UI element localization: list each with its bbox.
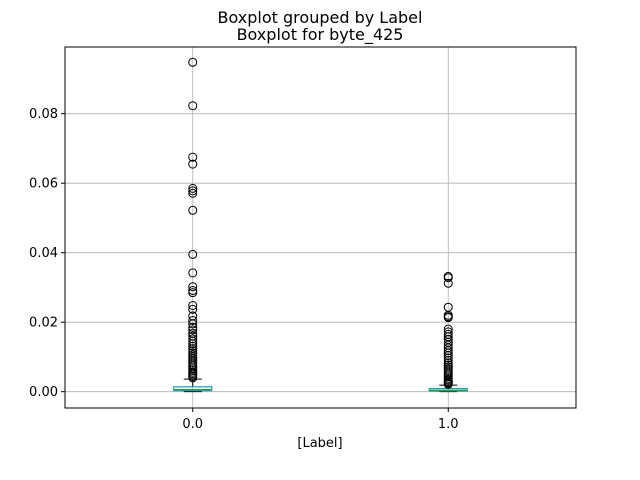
- outlier-point: [188, 373, 198, 383]
- box-group: [173, 57, 213, 393]
- box-groups: [173, 57, 468, 393]
- outlier-point: [188, 336, 198, 346]
- outlier-point: [443, 366, 453, 376]
- y-tick-label: 0.04: [29, 246, 58, 261]
- y-axis: 0.00 0.02 0.04 0.06 0.08: [29, 107, 65, 400]
- outlier-point: [443, 353, 453, 363]
- outlier-point: [188, 288, 198, 298]
- outlier-point: [188, 188, 198, 198]
- outlier-point: [443, 278, 453, 288]
- chart-title: Boxplot for byte_425: [237, 25, 404, 45]
- plot-frame: [64, 46, 577, 409]
- outlier-point: [188, 341, 198, 351]
- outlier-point: [188, 322, 198, 332]
- outlier-point: [188, 286, 198, 296]
- outlier-point: [443, 379, 453, 389]
- x-axis: 0.0 1.0: [182, 408, 459, 432]
- outlier-point: [188, 325, 198, 335]
- outlier-point: [443, 313, 453, 323]
- grid-lines: [65, 47, 576, 408]
- y-tick-label: 0.06: [29, 177, 58, 192]
- outlier-point: [188, 186, 198, 196]
- outlier-point: [188, 358, 198, 368]
- outlier-point: [188, 334, 198, 344]
- outlier-point: [188, 339, 198, 349]
- outlier-point: [188, 101, 198, 111]
- outlier-point: [188, 268, 198, 278]
- y-tick-label: 0.02: [29, 316, 58, 331]
- outlier-point: [188, 301, 198, 311]
- box: [173, 386, 213, 392]
- outlier-point: [188, 319, 198, 329]
- outlier-point: [188, 205, 198, 215]
- x-tick-label: 1.0: [438, 417, 459, 432]
- outlier-point: [188, 57, 198, 67]
- y-tick-label: 0.08: [29, 107, 58, 122]
- x-axis-label: [Label]: [297, 436, 342, 451]
- outlier-point: [443, 351, 453, 361]
- outlier-point: [188, 249, 198, 259]
- outlier-point: [188, 282, 198, 292]
- outlier-point: [443, 355, 453, 365]
- y-tick-label: 0.00: [29, 385, 58, 400]
- outlier-point: [188, 152, 198, 162]
- outlier-point: [443, 348, 453, 358]
- outlier-point: [188, 304, 198, 314]
- outlier-point: [443, 346, 453, 356]
- box-group: [428, 271, 468, 393]
- outlier-point: [188, 315, 198, 325]
- outlier-point: [443, 273, 453, 283]
- outlier-point: [188, 183, 198, 193]
- outlier-point: [188, 159, 198, 169]
- chart-suptitle: Boxplot grouped by Label: [218, 8, 423, 27]
- x-tick-label: 0.0: [182, 417, 203, 432]
